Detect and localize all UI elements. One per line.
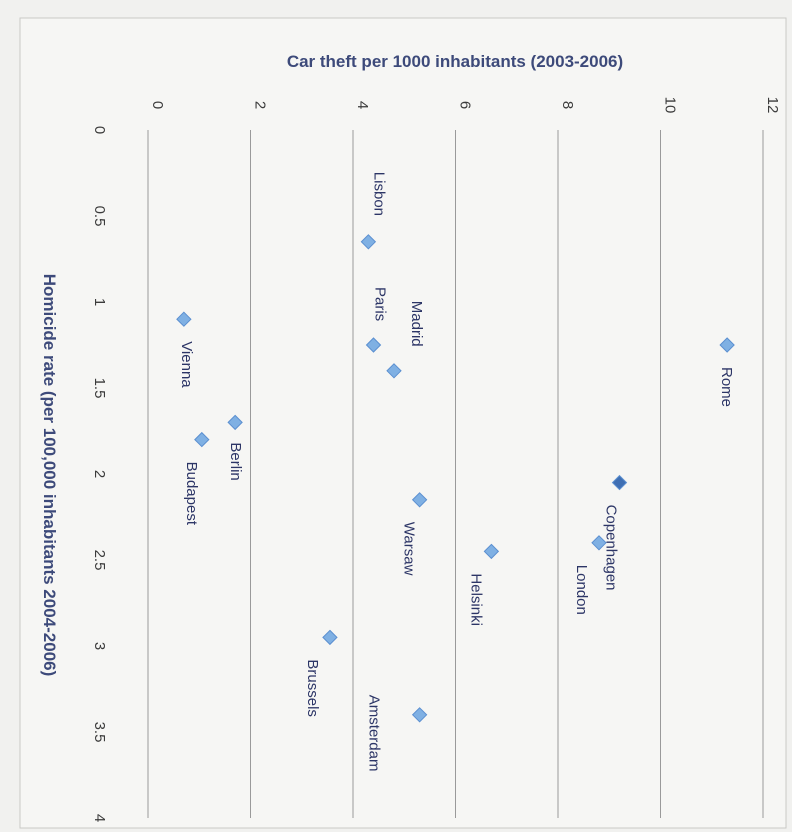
point-rome <box>719 337 735 353</box>
point-label-berlin: Berlin <box>227 442 244 480</box>
y-tick-label-1: 0.5 <box>91 206 108 227</box>
y-tick-label-5: 2.5 <box>91 550 108 571</box>
x-tick-label-2: 4 <box>354 101 371 109</box>
y-tick-label-8: 4 <box>91 814 108 822</box>
point-label-madrid: Madrid <box>408 301 425 347</box>
point-label-london: London <box>573 565 590 615</box>
grid-layer <box>147 130 764 818</box>
x-tick-label-5: 10 <box>662 97 679 114</box>
y-axis-title: Homicide rate (per 100,000 inhabitants 2… <box>40 274 59 677</box>
point-label-lisbon: Lisbon <box>370 172 387 216</box>
x-axis-title: Car theft per 1000 inhabitants (2003-200… <box>287 52 623 71</box>
point-budapest <box>194 431 210 448</box>
point-copenhagen <box>611 474 628 491</box>
y-tick-label-6: 3 <box>91 642 108 650</box>
point-label-budapest: Budapest <box>183 462 200 526</box>
point-label-copenhagen: Copenhagen <box>603 505 620 591</box>
x-tick-label-6: 12 <box>764 97 781 114</box>
x-tick-label-4: 8 <box>559 101 576 109</box>
point-layer <box>176 234 735 723</box>
chart-frame <box>19 17 787 829</box>
y-tick-label-3: 1.5 <box>91 378 108 399</box>
tick-layer: 0 2 4 6 8 10 12 0 0.5 1 1.5 2 2.5 3 3.5 4 <box>91 97 781 823</box>
x-tick-label-1: 2 <box>252 101 269 109</box>
point-label-rome: Rome <box>718 367 735 407</box>
point-brussels <box>322 629 338 646</box>
point-london <box>591 535 607 551</box>
point-label-paris: Paris <box>372 287 389 321</box>
point-amsterdam <box>411 707 428 723</box>
point-label-amsterdam: Amsterdam <box>366 695 383 772</box>
label-layer: Lisbon Vienna Rome Paris Madrid Berlin Budapes… <box>178 172 735 772</box>
x-tick-label-3: 6 <box>457 101 474 109</box>
y-tick-label-2: 1 <box>91 298 108 306</box>
point-helsinki <box>483 543 500 560</box>
x-tick-label-0: 0 <box>149 101 166 109</box>
point-vienna <box>176 311 192 327</box>
y-tick-label-0: 0 <box>91 126 108 134</box>
point-label-vienna: Vienna <box>178 341 195 388</box>
point-berlin <box>227 414 243 431</box>
point-label-warsaw: Warsaw <box>401 522 418 576</box>
y-tick-label-4: 2 <box>91 470 108 478</box>
point-lisbon <box>360 234 377 250</box>
point-label-brussels: Brussels <box>304 659 321 717</box>
y-tick-label-7: 3.5 <box>91 722 108 743</box>
point-madrid <box>386 363 402 379</box>
point-paris <box>365 337 382 353</box>
point-warsaw <box>411 492 428 508</box>
point-label-helsinki: Helsinki <box>467 573 484 626</box>
